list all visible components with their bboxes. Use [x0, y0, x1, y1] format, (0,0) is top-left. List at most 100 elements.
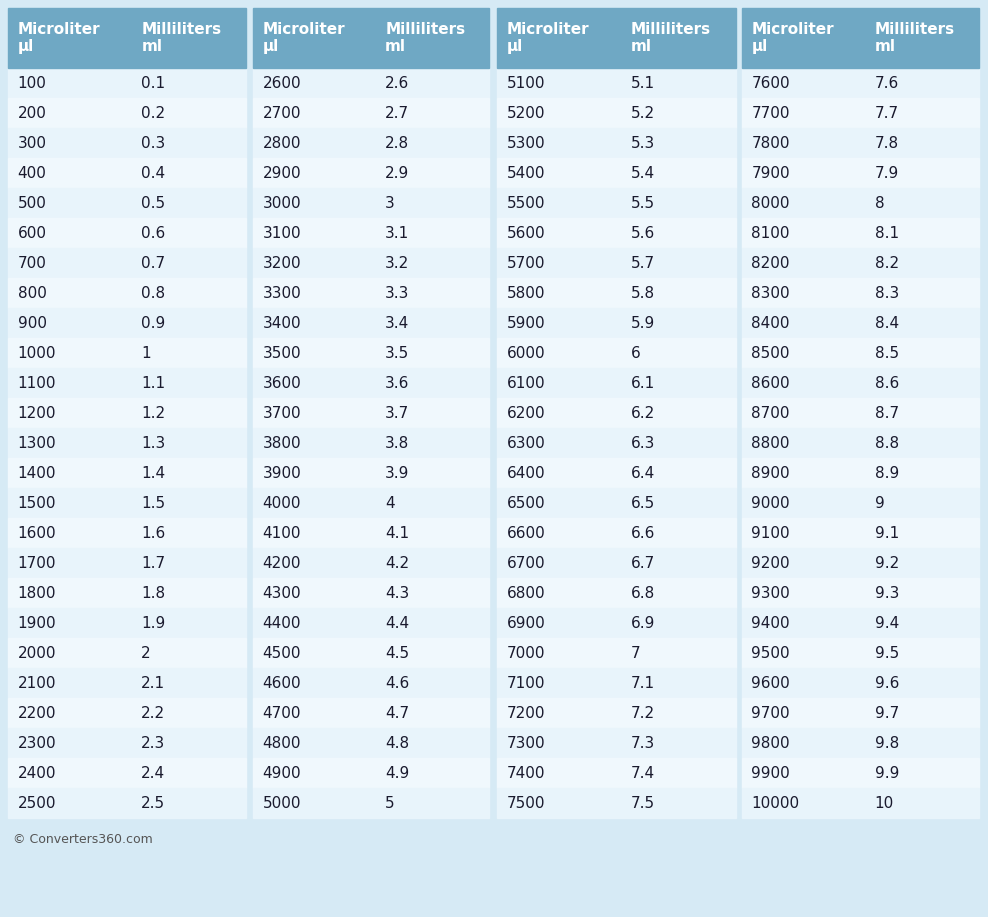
Text: 3: 3 — [385, 195, 395, 211]
Bar — [8, 728, 246, 758]
Bar — [497, 368, 736, 398]
Text: 9800: 9800 — [751, 735, 790, 750]
Text: 1300: 1300 — [18, 436, 56, 450]
Bar — [497, 248, 736, 278]
Bar — [253, 188, 489, 218]
Bar — [253, 488, 489, 518]
Text: 1600: 1600 — [18, 525, 56, 540]
Text: 8300: 8300 — [751, 285, 790, 301]
Text: 0.9: 0.9 — [141, 315, 166, 330]
Text: 4.2: 4.2 — [385, 556, 409, 570]
Bar — [497, 668, 736, 698]
Text: 4.3: 4.3 — [385, 585, 409, 601]
Text: 3.2: 3.2 — [385, 256, 409, 271]
Text: 2900: 2900 — [263, 165, 301, 181]
Text: Milliliters
ml: Milliliters ml — [385, 22, 465, 54]
Bar — [497, 278, 736, 308]
Text: 800: 800 — [18, 285, 46, 301]
Text: 8800: 8800 — [751, 436, 789, 450]
Text: 9.8: 9.8 — [874, 735, 899, 750]
Text: 1500: 1500 — [18, 495, 56, 511]
Bar — [253, 638, 489, 668]
Bar — [253, 548, 489, 578]
Bar — [742, 218, 979, 248]
Bar — [497, 728, 736, 758]
Bar — [8, 398, 246, 428]
Text: 7800: 7800 — [751, 136, 789, 150]
Text: 1.8: 1.8 — [141, 585, 165, 601]
Text: 2400: 2400 — [18, 766, 56, 780]
Bar — [742, 638, 979, 668]
Bar — [742, 8, 979, 68]
Text: 5000: 5000 — [263, 796, 301, 811]
Bar — [742, 518, 979, 548]
Bar — [497, 158, 736, 188]
Text: 8700: 8700 — [751, 405, 789, 421]
Text: 9.4: 9.4 — [874, 615, 899, 631]
Bar — [742, 758, 979, 788]
Text: 5.5: 5.5 — [630, 195, 655, 211]
Text: 5.2: 5.2 — [630, 105, 655, 120]
Text: 10: 10 — [874, 796, 894, 811]
Bar — [742, 338, 979, 368]
Text: 2.4: 2.4 — [141, 766, 165, 780]
Text: 9200: 9200 — [751, 556, 790, 570]
Text: 6.6: 6.6 — [630, 525, 655, 540]
Text: 4800: 4800 — [263, 735, 301, 750]
Bar — [497, 578, 736, 608]
Text: 7000: 7000 — [507, 646, 545, 660]
Text: 1400: 1400 — [18, 466, 56, 481]
Text: 9100: 9100 — [751, 525, 790, 540]
Bar — [742, 698, 979, 728]
Text: 8.3: 8.3 — [874, 285, 899, 301]
Text: 9: 9 — [874, 495, 884, 511]
Text: 9000: 9000 — [751, 495, 790, 511]
Bar — [742, 308, 979, 338]
Text: 7300: 7300 — [507, 735, 545, 750]
Text: 6.8: 6.8 — [630, 585, 655, 601]
Text: 9700: 9700 — [751, 705, 790, 721]
Text: 7.4: 7.4 — [630, 766, 655, 780]
Text: 1.5: 1.5 — [141, 495, 165, 511]
Text: 6.4: 6.4 — [630, 466, 655, 481]
Bar — [253, 248, 489, 278]
Text: 5.9: 5.9 — [630, 315, 655, 330]
Bar — [8, 488, 246, 518]
Text: 9600: 9600 — [751, 676, 790, 691]
Text: 500: 500 — [18, 195, 46, 211]
Bar — [253, 578, 489, 608]
Text: 8: 8 — [874, 195, 884, 211]
Text: 9.1: 9.1 — [874, 525, 899, 540]
Bar — [8, 8, 246, 68]
Text: 8.2: 8.2 — [874, 256, 899, 271]
Text: 8100: 8100 — [751, 226, 789, 240]
Bar — [253, 68, 489, 98]
Bar — [8, 218, 246, 248]
Text: Milliliters
ml: Milliliters ml — [630, 22, 711, 54]
Text: 5.4: 5.4 — [630, 165, 655, 181]
Bar — [253, 788, 489, 818]
Text: 5700: 5700 — [507, 256, 545, 271]
Bar — [497, 398, 736, 428]
Bar — [742, 158, 979, 188]
Text: 4.8: 4.8 — [385, 735, 409, 750]
Text: 3.3: 3.3 — [385, 285, 410, 301]
Text: 6700: 6700 — [507, 556, 545, 570]
Bar — [497, 68, 736, 98]
Text: 1.4: 1.4 — [141, 466, 165, 481]
Text: 0.7: 0.7 — [141, 256, 165, 271]
Text: 2.2: 2.2 — [141, 705, 165, 721]
Bar — [742, 728, 979, 758]
Text: 6500: 6500 — [507, 495, 545, 511]
Bar — [497, 8, 736, 68]
Text: 3800: 3800 — [263, 436, 301, 450]
Text: 9.9: 9.9 — [874, 766, 899, 780]
Text: 2.7: 2.7 — [385, 105, 409, 120]
Text: 900: 900 — [18, 315, 46, 330]
Text: 3.5: 3.5 — [385, 346, 409, 360]
Text: 5: 5 — [385, 796, 395, 811]
Text: 6200: 6200 — [507, 405, 545, 421]
Text: 6.1: 6.1 — [630, 375, 655, 391]
Bar — [497, 308, 736, 338]
Bar — [8, 638, 246, 668]
